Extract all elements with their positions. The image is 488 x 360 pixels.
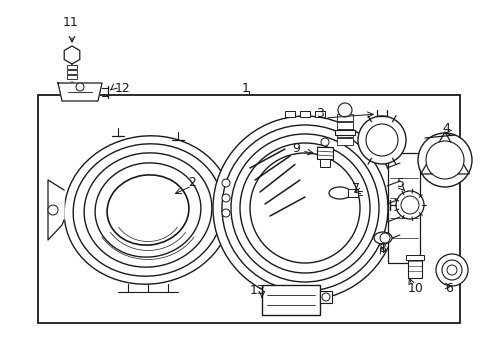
Text: 11: 11 xyxy=(63,15,79,28)
Bar xyxy=(67,75,77,79)
Bar xyxy=(285,111,294,117)
Bar xyxy=(319,291,331,303)
Bar xyxy=(299,111,309,117)
Text: 9: 9 xyxy=(291,141,299,154)
Circle shape xyxy=(69,82,75,88)
Circle shape xyxy=(320,138,328,146)
Ellipse shape xyxy=(84,153,211,267)
Text: 12: 12 xyxy=(115,81,130,95)
Circle shape xyxy=(441,260,461,280)
Polygon shape xyxy=(48,180,64,240)
Circle shape xyxy=(213,116,396,300)
Bar xyxy=(334,130,354,135)
Circle shape xyxy=(337,103,351,117)
Text: 1: 1 xyxy=(242,81,249,95)
Polygon shape xyxy=(58,83,102,101)
Circle shape xyxy=(222,194,229,202)
Bar xyxy=(316,147,332,159)
Circle shape xyxy=(249,153,359,263)
Ellipse shape xyxy=(373,232,391,244)
Circle shape xyxy=(417,133,471,187)
Circle shape xyxy=(230,134,378,282)
Ellipse shape xyxy=(73,144,223,276)
Bar xyxy=(262,285,319,315)
Circle shape xyxy=(425,141,463,179)
Text: 6: 6 xyxy=(444,282,452,294)
Text: 13: 13 xyxy=(249,284,265,297)
Circle shape xyxy=(446,265,456,275)
Circle shape xyxy=(379,233,389,243)
Polygon shape xyxy=(64,46,80,64)
Bar xyxy=(336,130,352,137)
Circle shape xyxy=(357,116,405,164)
Text: 7: 7 xyxy=(351,181,359,194)
Bar xyxy=(407,258,421,278)
Ellipse shape xyxy=(107,175,188,245)
Bar xyxy=(405,255,423,260)
Circle shape xyxy=(222,209,229,217)
Circle shape xyxy=(400,196,418,214)
Bar xyxy=(387,153,419,263)
Ellipse shape xyxy=(95,163,201,257)
Text: 8: 8 xyxy=(377,242,385,255)
Text: 5: 5 xyxy=(396,176,404,189)
Circle shape xyxy=(222,125,387,291)
Bar xyxy=(314,111,325,117)
Circle shape xyxy=(395,191,423,219)
Text: 3: 3 xyxy=(315,107,323,120)
Circle shape xyxy=(435,254,467,286)
Bar xyxy=(67,70,77,74)
Text: 2: 2 xyxy=(187,176,196,189)
Text: 4: 4 xyxy=(441,122,449,135)
Circle shape xyxy=(48,205,58,215)
Circle shape xyxy=(240,143,369,273)
Bar xyxy=(336,114,352,121)
Text: 10: 10 xyxy=(407,282,423,294)
Bar xyxy=(336,138,352,145)
Circle shape xyxy=(76,83,84,91)
Bar xyxy=(319,159,329,167)
Bar xyxy=(336,122,352,129)
Bar xyxy=(67,65,77,69)
Circle shape xyxy=(222,179,229,187)
Circle shape xyxy=(365,124,397,156)
Ellipse shape xyxy=(64,136,231,284)
Ellipse shape xyxy=(328,187,350,199)
Bar xyxy=(38,95,459,323)
Circle shape xyxy=(321,293,329,301)
Bar xyxy=(347,189,357,197)
